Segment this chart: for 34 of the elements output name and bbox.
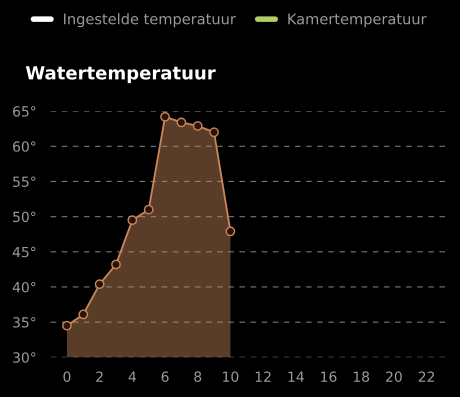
x-tick-label: 14 xyxy=(288,372,304,382)
point xyxy=(226,226,236,236)
y-tick-label: 40° xyxy=(12,282,36,292)
x-tick-label: 18 xyxy=(354,371,370,382)
point xyxy=(62,320,72,331)
point xyxy=(111,260,121,270)
legend-label: Ingestelde temperatuur xyxy=(64,13,236,28)
legend-label: Kamertemperatuur xyxy=(288,14,427,28)
y-tick-label: 65° xyxy=(13,106,36,117)
x-tick-label: 6 xyxy=(162,371,169,382)
point xyxy=(209,127,219,138)
x-tick-label: 8 xyxy=(194,371,202,382)
x-tick-label: 16 xyxy=(321,371,336,382)
x-tick-label: 10 xyxy=(223,371,238,382)
x-tick-label: 4 xyxy=(128,372,136,382)
x-tick-label: 22 xyxy=(418,371,434,382)
y-tick-label: 30° xyxy=(13,352,36,363)
point xyxy=(160,112,170,122)
chart-title: Watertemperatuur xyxy=(26,66,216,84)
point xyxy=(144,204,154,214)
x-tick-label: 2 xyxy=(96,371,103,382)
point xyxy=(176,118,186,128)
point xyxy=(127,215,138,226)
point xyxy=(192,121,203,131)
y-tick-label: 55° xyxy=(13,176,36,187)
y-tick-label: 50° xyxy=(13,212,36,222)
y-tick-label: 45° xyxy=(12,246,36,258)
point xyxy=(78,310,88,320)
y-tick-label: 35° xyxy=(13,317,36,328)
x-tick-label: 12 xyxy=(256,371,271,382)
x-tick-label: 0 xyxy=(63,371,70,382)
point xyxy=(94,279,105,290)
y-tick-label: 60° xyxy=(13,141,36,152)
x-tick-label: 20 xyxy=(386,371,402,382)
